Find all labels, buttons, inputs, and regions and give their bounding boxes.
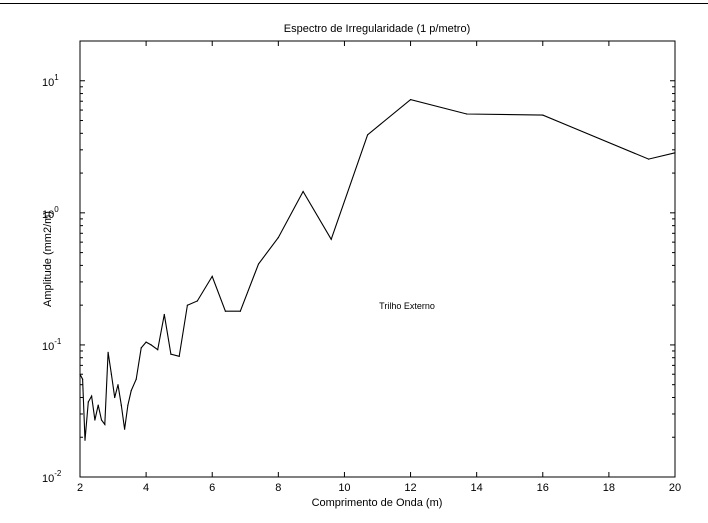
data-point [110, 373, 112, 375]
data-point [117, 384, 119, 386]
x-tick-labels: 2 4 6 8 10 12 14 16 18 20 [77, 482, 681, 494]
y-tick-exponent: 0 [54, 205, 59, 214]
x-tick-label: 8 [275, 482, 281, 494]
y-tick-exponent: -1 [54, 337, 62, 346]
data-point [330, 238, 332, 240]
data-point [150, 344, 152, 346]
y-tick-base: 10 [42, 209, 54, 221]
data-point [91, 395, 93, 397]
y-axis-label: Amplitude (mm2/m) [42, 211, 54, 307]
data-point [674, 152, 676, 154]
data-point [257, 263, 260, 265]
series-line [79, 98, 676, 441]
x-tick-label: 2 [77, 482, 83, 494]
data-point [163, 313, 165, 316]
x-tick-label: 18 [603, 482, 615, 494]
y-tick-label: 10-1 [42, 337, 62, 353]
data-point [239, 310, 241, 312]
data-point [178, 355, 180, 357]
data-point [170, 353, 172, 355]
chart-title: Espectro de Irregularidade (1 p/metro) [284, 23, 470, 35]
axis-ticks [79, 40, 676, 478]
data-point [114, 396, 116, 399]
data-point [104, 423, 106, 425]
data-point [135, 378, 137, 380]
data-point [196, 300, 198, 302]
series-annotation: Trilho Externo [379, 301, 435, 311]
y-tick-base: 10 [42, 473, 54, 485]
y-tick-label: 100 [42, 205, 59, 221]
data-point [130, 390, 132, 392]
data-point [145, 341, 147, 343]
data-point [140, 347, 142, 349]
y-tick-base: 10 [42, 77, 54, 89]
data-point [648, 158, 650, 160]
x-tick-label: 12 [404, 482, 416, 494]
x-axis-label: Comprimento de Onda (m) [312, 497, 443, 509]
y-tick-label: 10-2 [42, 469, 62, 485]
data-point [82, 378, 84, 380]
plot-frame [79, 40, 676, 478]
data-point [107, 351, 109, 353]
data-point [302, 190, 304, 193]
data-point [94, 419, 96, 421]
y-tick-base: 10 [42, 341, 54, 353]
data-point [97, 404, 99, 406]
data-point [87, 401, 89, 403]
data-point [466, 113, 468, 115]
data-point [410, 99, 412, 101]
x-tick-label: 10 [338, 482, 350, 494]
data-point [211, 275, 213, 277]
y-tick-exponent: 1 [54, 73, 59, 82]
data-point [127, 404, 129, 406]
y-tick-label: 101 [42, 73, 59, 89]
data-point [186, 304, 188, 306]
data-point [120, 404, 122, 406]
data-point [542, 114, 544, 116]
data-point [124, 428, 126, 430]
data-point [100, 419, 103, 421]
x-tick-label: 14 [471, 482, 483, 494]
top-divider-line [0, 3, 708, 4]
data-point [79, 373, 81, 375]
y-tick-exponent: -2 [54, 469, 62, 478]
x-tick-label: 6 [209, 482, 215, 494]
x-tick-label: 16 [537, 482, 549, 494]
x-tick-label: 20 [669, 482, 681, 494]
data-point [84, 439, 86, 441]
data-point [367, 134, 369, 136]
data-point [277, 237, 279, 239]
series-lines [79, 98, 676, 441]
data-point [157, 349, 159, 351]
data-point [224, 310, 226, 312]
x-tick-label: 4 [143, 482, 149, 494]
